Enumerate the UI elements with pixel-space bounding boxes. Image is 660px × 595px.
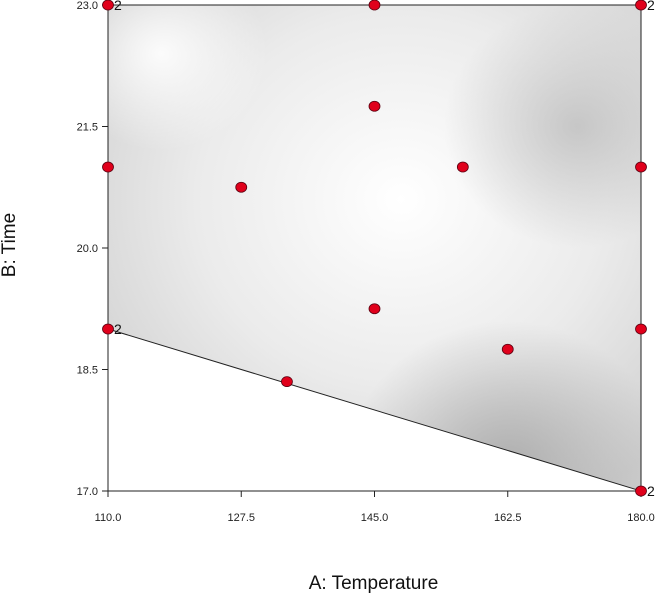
region-shading-light bbox=[108, 5, 641, 491]
x-axis-title: A: Temperature bbox=[309, 573, 439, 594]
design-point bbox=[635, 0, 647, 11]
design-point bbox=[102, 161, 114, 173]
y-tick-label: 18.5 bbox=[77, 365, 98, 377]
design-point bbox=[635, 485, 647, 497]
design-point bbox=[501, 343, 514, 355]
design-point bbox=[635, 323, 647, 335]
design-point bbox=[281, 376, 293, 388]
x-tick-label: 180.0 bbox=[627, 512, 655, 524]
y-tick-label: 21.5 bbox=[77, 122, 98, 134]
replicate-count-label: 2 bbox=[114, 0, 122, 13]
design-points: 2 2 2 2 bbox=[102, 0, 655, 499]
design-point bbox=[102, 0, 114, 11]
x-tick-label: 162.5 bbox=[494, 512, 522, 524]
design-point bbox=[635, 161, 647, 173]
design-point bbox=[368, 100, 381, 112]
design-point bbox=[102, 323, 114, 335]
y-tick-label: 17.0 bbox=[77, 486, 98, 498]
y-axis: 17.0 18.5 20.0 21.5 23.0 bbox=[77, 0, 108, 498]
y-tick-label: 20.0 bbox=[77, 243, 98, 255]
x-axis: 110.0 127.5 145.0 162.5 180.0 bbox=[95, 491, 655, 524]
design-point bbox=[368, 303, 381, 315]
design-point bbox=[456, 161, 469, 173]
x-tick-label: 127.5 bbox=[227, 512, 255, 524]
replicate-count-label: 2 bbox=[114, 321, 122, 337]
x-tick-label: 145.0 bbox=[361, 512, 389, 524]
design-point bbox=[368, 0, 381, 11]
replicate-count-label: 2 bbox=[647, 483, 655, 499]
y-tick-label: 23.0 bbox=[77, 0, 98, 12]
replicate-count-label: 2 bbox=[647, 0, 655, 13]
design-point bbox=[235, 181, 248, 193]
x-tick-label: 110.0 bbox=[95, 512, 122, 524]
y-axis-title: B: Time bbox=[0, 213, 20, 277]
feasible-region bbox=[108, 5, 641, 491]
